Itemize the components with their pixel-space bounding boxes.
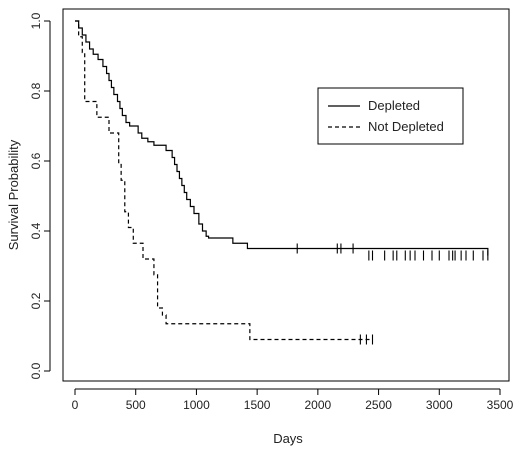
censor-marks <box>296 243 489 345</box>
y-tick-label: 0.6 <box>29 152 43 169</box>
y-axis-title: Survival Probability <box>6 139 21 250</box>
series-not-depleted-curve <box>75 20 373 341</box>
series-depleted-curve <box>75 20 489 256</box>
x-tick-label: 3000 <box>426 398 453 412</box>
y-tick-label: 1.0 <box>29 12 43 29</box>
x-axis-title: Days <box>273 431 303 446</box>
x-tick-label: 2500 <box>365 398 392 412</box>
y-axis: 0.0 0.2 0.4 0.6 0.8 1.0 <box>29 12 51 379</box>
y-tick-label: 0.8 <box>29 82 43 99</box>
y-tick-label: 0.2 <box>29 292 43 309</box>
x-tick-label: 2000 <box>305 398 332 412</box>
y-tick-label: 0.0 <box>29 362 43 379</box>
x-tick-label: 0 <box>72 398 79 412</box>
x-tick-label: 1500 <box>244 398 271 412</box>
y-tick-label: 0.4 <box>29 222 43 239</box>
x-tick-label: 500 <box>126 398 146 412</box>
plot-frame <box>62 8 510 382</box>
legend-label-depleted: Depleted <box>368 98 420 113</box>
x-tick-label: 1000 <box>183 398 210 412</box>
x-tick-label: 3500 <box>487 398 514 412</box>
legend: Depleted Not Depleted <box>317 87 464 145</box>
series-layer <box>75 20 489 341</box>
legend-box <box>317 87 464 145</box>
x-axis: 0 500 1000 1500 2000 2500 3000 3500 <box>72 388 514 412</box>
legend-label-not-depleted: Not Depleted <box>368 119 444 134</box>
